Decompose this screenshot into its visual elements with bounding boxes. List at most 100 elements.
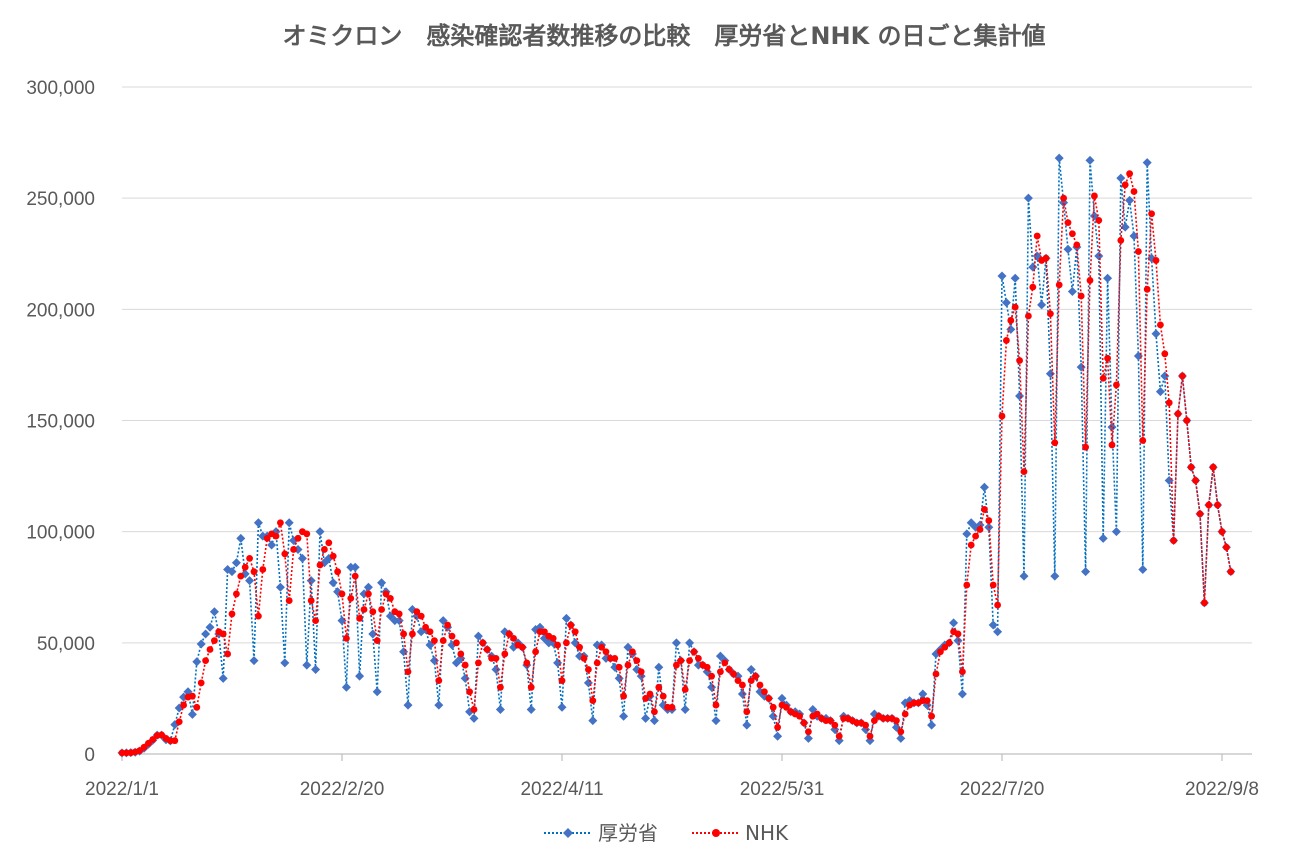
data-point xyxy=(1023,193,1033,203)
data-point xyxy=(711,716,721,726)
data-point xyxy=(377,578,387,588)
data-point xyxy=(267,540,277,550)
data-point xyxy=(1073,241,1081,249)
data-point xyxy=(901,710,909,718)
data-point xyxy=(1060,194,1067,202)
data-point xyxy=(739,681,746,689)
data-point xyxy=(306,576,316,586)
data-point xyxy=(654,662,664,672)
data-point xyxy=(491,665,501,675)
data-point xyxy=(341,682,351,692)
data-point xyxy=(633,657,641,665)
y-tick-label: 250,000 xyxy=(26,189,95,210)
data-point xyxy=(403,700,413,710)
x-tick-label: 2022/2/20 xyxy=(300,779,385,800)
data-point xyxy=(981,506,988,513)
data-point xyxy=(1028,262,1038,272)
data-point xyxy=(690,648,698,656)
data-point xyxy=(209,607,219,617)
data-point xyxy=(941,643,949,651)
data-point xyxy=(655,683,663,691)
data-point xyxy=(315,527,325,537)
data-point xyxy=(1151,329,1161,339)
data-point xyxy=(1104,354,1111,362)
data-point xyxy=(976,526,984,533)
data-point xyxy=(1045,369,1055,379)
data-point xyxy=(576,643,583,651)
data-point xyxy=(1020,468,1028,476)
data-point xyxy=(1130,188,1138,195)
data-point xyxy=(1192,477,1199,484)
data-point xyxy=(989,581,997,589)
data-point xyxy=(457,650,465,658)
data-point xyxy=(329,552,337,560)
data-point xyxy=(972,532,979,540)
data-point xyxy=(290,546,297,553)
data-point xyxy=(602,648,610,656)
data-point xyxy=(1003,337,1010,344)
x-axis-ticks: 2022/1/1 2022/2/20 2022/4/11 2022/5/31 2… xyxy=(85,779,1259,800)
data-point xyxy=(1011,303,1019,311)
data-point xyxy=(1085,155,1095,165)
data-point xyxy=(774,723,781,731)
data-point xyxy=(742,720,752,730)
data-point xyxy=(553,658,563,668)
data-point xyxy=(558,677,566,685)
data-point xyxy=(246,554,254,562)
data-point xyxy=(307,597,315,604)
data-point xyxy=(585,666,592,673)
data-point xyxy=(541,628,548,636)
data-point xyxy=(205,622,215,632)
data-point xyxy=(1183,417,1191,424)
data-point xyxy=(351,572,359,580)
data-point xyxy=(470,706,478,713)
data-point xyxy=(228,610,236,618)
data-point xyxy=(642,695,649,702)
data-point xyxy=(651,708,658,716)
data-point xyxy=(1007,317,1015,324)
data-point xyxy=(227,567,237,577)
data-point xyxy=(549,634,557,642)
data-point xyxy=(1139,437,1147,444)
data-point xyxy=(249,656,259,666)
data-point xyxy=(893,717,900,725)
data-point xyxy=(461,661,469,669)
data-point xyxy=(1016,357,1023,364)
y-tick-label: 200,000 xyxy=(26,300,95,321)
data-point xyxy=(862,721,869,729)
data-point xyxy=(1067,287,1077,297)
data-point xyxy=(932,670,940,678)
data-point xyxy=(1047,310,1054,318)
data-point xyxy=(752,672,759,680)
data-point xyxy=(483,646,491,653)
chart-title: オミクロン 感染確認者数推移の比較 厚労省とNHK の日ごと集計値 xyxy=(282,22,1045,50)
data-point xyxy=(492,654,500,662)
data-point xyxy=(1015,391,1025,401)
data-point xyxy=(417,612,425,620)
data-point xyxy=(526,705,536,715)
data-point xyxy=(275,582,285,592)
data-point xyxy=(140,743,148,751)
y-tick-label: 0 xyxy=(84,745,95,766)
data-point xyxy=(193,703,201,711)
data-point xyxy=(259,566,267,573)
data-point xyxy=(1037,300,1047,310)
data-point xyxy=(761,688,768,696)
data-point xyxy=(615,663,623,671)
data-point xyxy=(460,673,470,683)
data-point xyxy=(712,701,720,709)
data-point xyxy=(1054,153,1064,163)
data-point xyxy=(231,558,241,568)
data-point xyxy=(224,650,232,658)
data-point xyxy=(453,639,460,647)
data-point xyxy=(356,614,363,622)
data-point xyxy=(263,534,271,542)
data-point xyxy=(434,700,444,710)
data-point xyxy=(954,630,962,638)
series-layer xyxy=(117,153,1236,758)
data-point xyxy=(312,617,319,624)
data-point xyxy=(1142,158,1152,168)
data-point xyxy=(611,654,619,662)
data-point xyxy=(241,563,249,571)
data-point xyxy=(197,679,205,687)
